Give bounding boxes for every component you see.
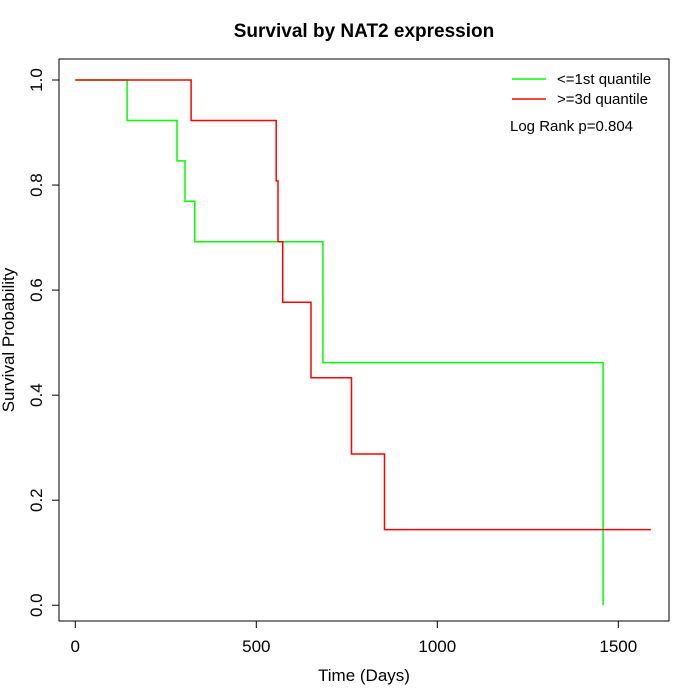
series-layer bbox=[75, 79, 651, 606]
y-tick-label: 0.6 bbox=[27, 278, 46, 302]
legend-label-series-1: >=3d quantile bbox=[557, 91, 648, 108]
x-axis: 0 500 1000 1500 bbox=[71, 620, 637, 656]
y-tick-label: 0.0 bbox=[27, 593, 46, 617]
y-tick-label: 0.8 bbox=[27, 173, 46, 197]
x-tick-label: 0 bbox=[71, 637, 80, 656]
x-axis-label: Time (Days) bbox=[318, 666, 410, 685]
survival-curve-series-1 bbox=[75, 79, 651, 531]
y-axis: 0.0 0.2 0.4 0.6 0.8 1.0 bbox=[27, 68, 60, 617]
y-tick-label: 1.0 bbox=[27, 68, 46, 92]
chart-title: Survival by NAT2 expression bbox=[234, 21, 494, 42]
log-rank-annotation: Log Rank p=0.804 bbox=[510, 118, 633, 135]
x-tick-label: 1500 bbox=[599, 637, 637, 656]
y-axis-label: Survival Probability bbox=[0, 267, 18, 412]
plot-frame bbox=[58, 58, 670, 622]
y-tick-label: 0.2 bbox=[27, 488, 46, 512]
y-tick-label: 0.4 bbox=[27, 383, 46, 407]
survival-curve-series-0 bbox=[75, 79, 604, 606]
legend: <=1st quantile >=3d quantile bbox=[512, 71, 651, 108]
x-tick-label: 500 bbox=[242, 637, 270, 656]
x-tick-label: 1000 bbox=[418, 637, 456, 656]
legend-label-series-0: <=1st quantile bbox=[557, 71, 651, 88]
